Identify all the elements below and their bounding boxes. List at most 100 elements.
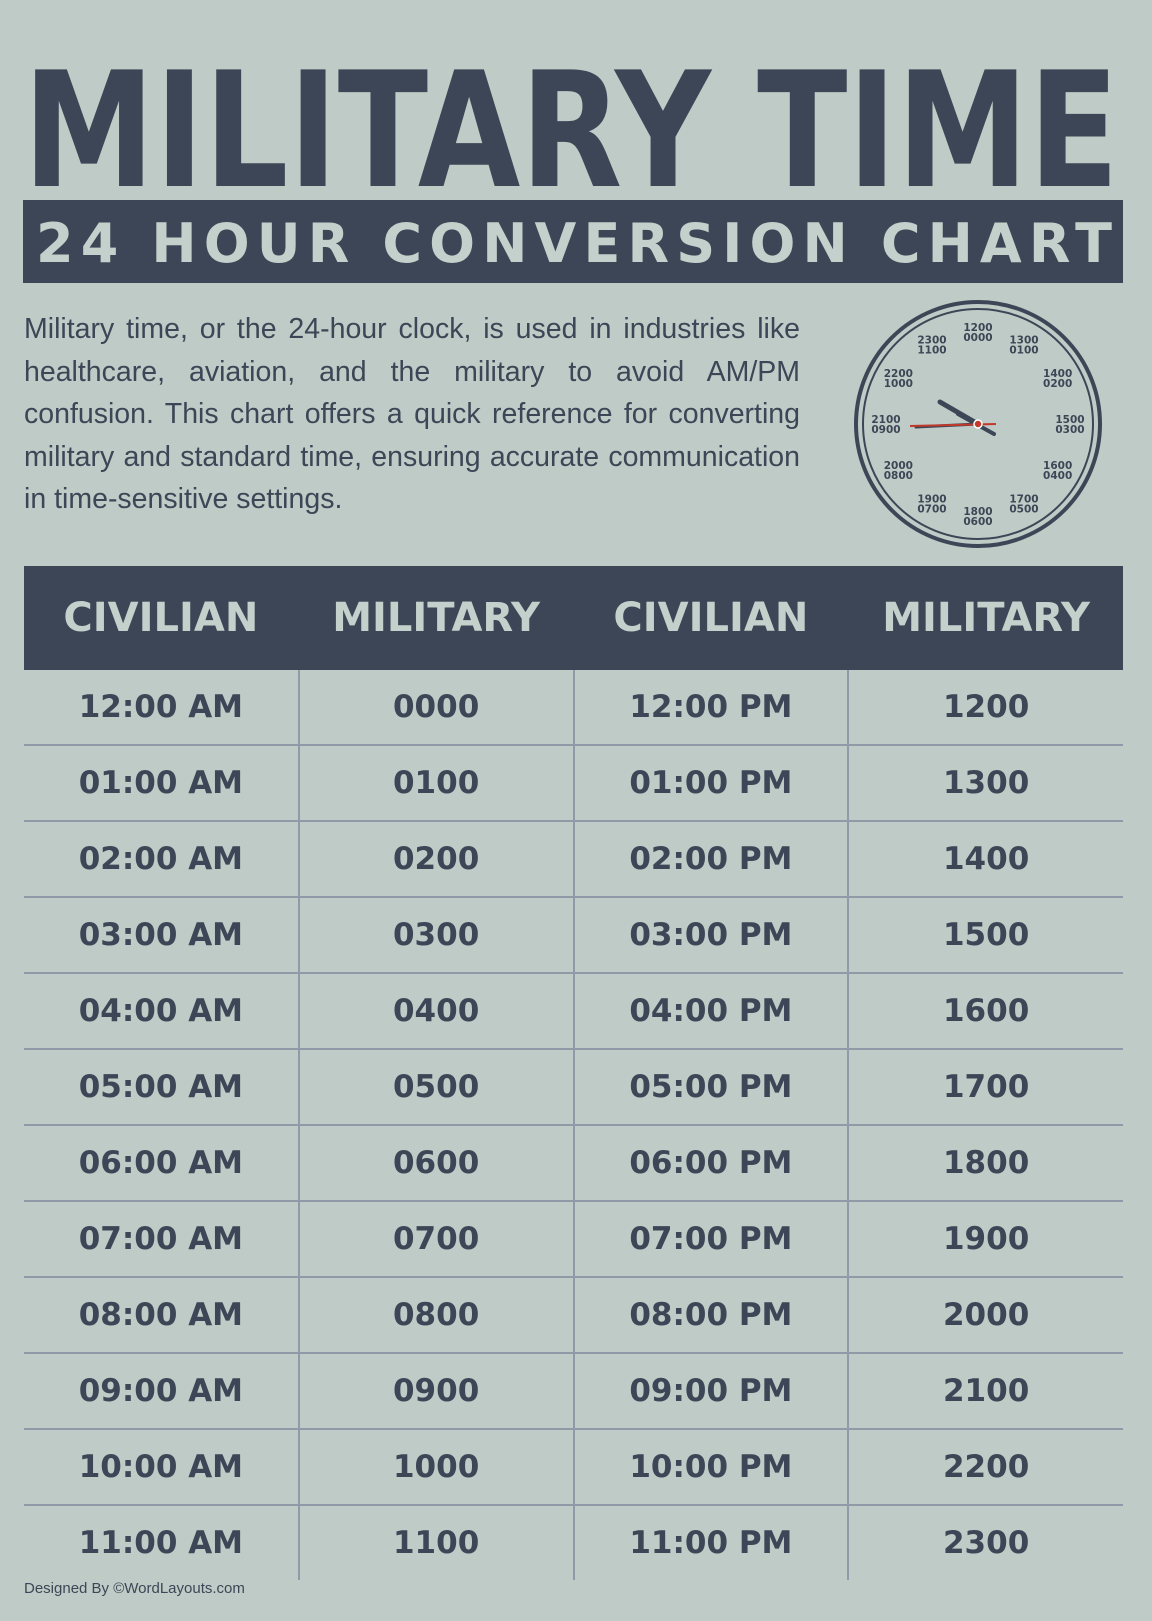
clock-rim-inner [862, 308, 1094, 540]
column-header: CIVILIAN [24, 566, 299, 670]
table-cell: 06:00 AM [24, 1124, 299, 1201]
table-cell: 2300 [847, 1504, 1123, 1580]
table-cell: 09:00 PM [572, 1352, 849, 1429]
table-cell: 1200 [847, 670, 1123, 745]
table-cell: 07:00 PM [572, 1200, 849, 1277]
table-cell: 0200 [297, 820, 574, 897]
table-cell: 1900 [847, 1200, 1123, 1277]
table-row: 07:00 AM 0700 07:00 PM 1900 [24, 1200, 1123, 1277]
table-row: 12:00 AM 0000 12:00 PM 1200 [24, 670, 1123, 745]
table-cell: 0900 [297, 1352, 574, 1429]
table-cell: 08:00 PM [572, 1276, 849, 1353]
clock-center [973, 419, 983, 429]
table-row: 05:00 AM 0500 05:00 PM 1700 [24, 1048, 1123, 1125]
table-cell: 0600 [297, 1124, 574, 1201]
table-cell: 2200 [847, 1428, 1123, 1505]
table-cell: 03:00 AM [24, 896, 299, 973]
table-cell: 11:00 AM [24, 1504, 299, 1580]
table-cell: 09:00 AM [24, 1352, 299, 1429]
table-cell: 1100 [297, 1504, 574, 1580]
table-cell: 12:00 PM [572, 670, 849, 745]
table-row: 08:00 AM 0800 08:00 PM 2000 [24, 1276, 1123, 1353]
table-cell: 1700 [847, 1048, 1123, 1125]
table-cell: 2100 [847, 1352, 1123, 1429]
table-cell: 1000 [297, 1428, 574, 1505]
clock-label: 0400 [1043, 470, 1072, 482]
clock-label: 1200 [963, 322, 992, 334]
table-cell: 11:00 PM [572, 1504, 849, 1580]
subtitle: 24 HOUR CONVERSION CHART [36, 212, 1112, 275]
table-cell: 1400 [847, 820, 1123, 897]
header: MILITARY TIME 24 HOUR CONVERSION CHART [23, 37, 1123, 283]
clock-label: 0500 [1009, 504, 1038, 516]
table-cell: 02:00 AM [24, 820, 299, 897]
clock-label: 2100 [871, 414, 900, 426]
table-cell: 0000 [297, 670, 574, 745]
table-cell: 0500 [297, 1048, 574, 1125]
footer: Designed By ©WordLayouts.com [24, 1580, 245, 1597]
table-row: 02:00 AM 0200 02:00 PM 1400 [24, 820, 1123, 897]
clock-label: 0700 [917, 504, 946, 516]
table-cell: 0800 [297, 1276, 574, 1353]
title: MILITARY TIME [23, 37, 1119, 224]
table-cell: 06:00 PM [572, 1124, 849, 1201]
column-header: CIVILIAN [572, 566, 849, 670]
column-header: MILITARY [297, 566, 574, 670]
table-cell: 0100 [297, 744, 574, 821]
table-row: 03:00 AM 0300 03:00 PM 1500 [24, 896, 1123, 973]
table-cell: 1500 [847, 896, 1123, 973]
table-row: 06:00 AM 0600 06:00 PM 1800 [24, 1124, 1123, 1201]
table-cell: 04:00 PM [572, 972, 849, 1049]
table-cell: 05:00 AM [24, 1048, 299, 1125]
clock-label: 2000 [884, 460, 913, 472]
table-row: 01:00 AM 0100 01:00 PM 1300 [24, 744, 1123, 821]
clock-label: 1000 [884, 378, 913, 390]
clock-label: 0900 [871, 424, 900, 436]
table-row: 04:00 AM 0400 04:00 PM 1600 [24, 972, 1123, 1049]
clock-label: 0600 [963, 516, 992, 528]
table-cell: 0400 [297, 972, 574, 1049]
clock-label: 2300 [917, 334, 946, 346]
clock-label: 0000 [963, 332, 992, 344]
intro: Military time, or the 24-hour clock, is … [24, 313, 800, 515]
clock-label: 1900 [917, 494, 946, 506]
table-cell: 01:00 AM [24, 744, 299, 821]
table-row: 09:00 AM 0900 09:00 PM 2100 [24, 1352, 1123, 1429]
table-cell: 12:00 AM [78, 689, 244, 725]
column-header: MILITARY [847, 566, 1123, 670]
table-row: 10:00 AM 1000 10:00 PM 2200 [24, 1428, 1123, 1505]
clock-label: 1300 [1009, 334, 1038, 346]
table-cell: 0300 [297, 896, 574, 973]
clock-label: 1700 [1009, 494, 1038, 506]
clock-label: 2200 [884, 368, 913, 380]
clock-label: 1100 [917, 344, 946, 356]
table-cell: 05:00 PM [572, 1048, 849, 1125]
table-cell: 04:00 AM [24, 972, 299, 1049]
table-cell: 1300 [847, 744, 1123, 821]
clock-label: 0100 [1009, 344, 1038, 356]
table-cell: 07:00 AM [24, 1200, 299, 1277]
subtitle-bar [23, 200, 1123, 283]
table-cell: 1600 [847, 972, 1123, 1049]
table-cell: 10:00 AM [24, 1428, 299, 1505]
clock-label: 0800 [884, 470, 913, 482]
table-cell: 01:00 PM [572, 744, 849, 821]
clock-label: 1600 [1043, 460, 1072, 472]
table-cell: 10:00 PM [572, 1428, 849, 1505]
clock-label: 1500 [1055, 414, 1084, 426]
table-cell: 2000 [847, 1276, 1123, 1353]
table-row: 11:00 AM 1100 11:00 PM 2300 [24, 1504, 1123, 1580]
table-cell: 08:00 AM [24, 1276, 299, 1353]
table-header: CIVILIAN MILITARY CIVILIAN MILITARY [24, 566, 1123, 670]
clock-label: 0200 [1043, 378, 1072, 390]
clock-label: 1400 [1043, 368, 1072, 380]
table-cell: 02:00 PM [572, 820, 849, 897]
clock-label: 0300 [1055, 424, 1084, 436]
table-cell: 0700 [297, 1200, 574, 1277]
clock-label: 1800 [963, 506, 992, 518]
conversion-table: CIVILIAN MILITARY CIVILIAN MILITARY 12:00 A… [24, 566, 1123, 1580]
table-cell: 1800 [847, 1124, 1123, 1201]
table-cell: 03:00 PM [572, 896, 849, 973]
